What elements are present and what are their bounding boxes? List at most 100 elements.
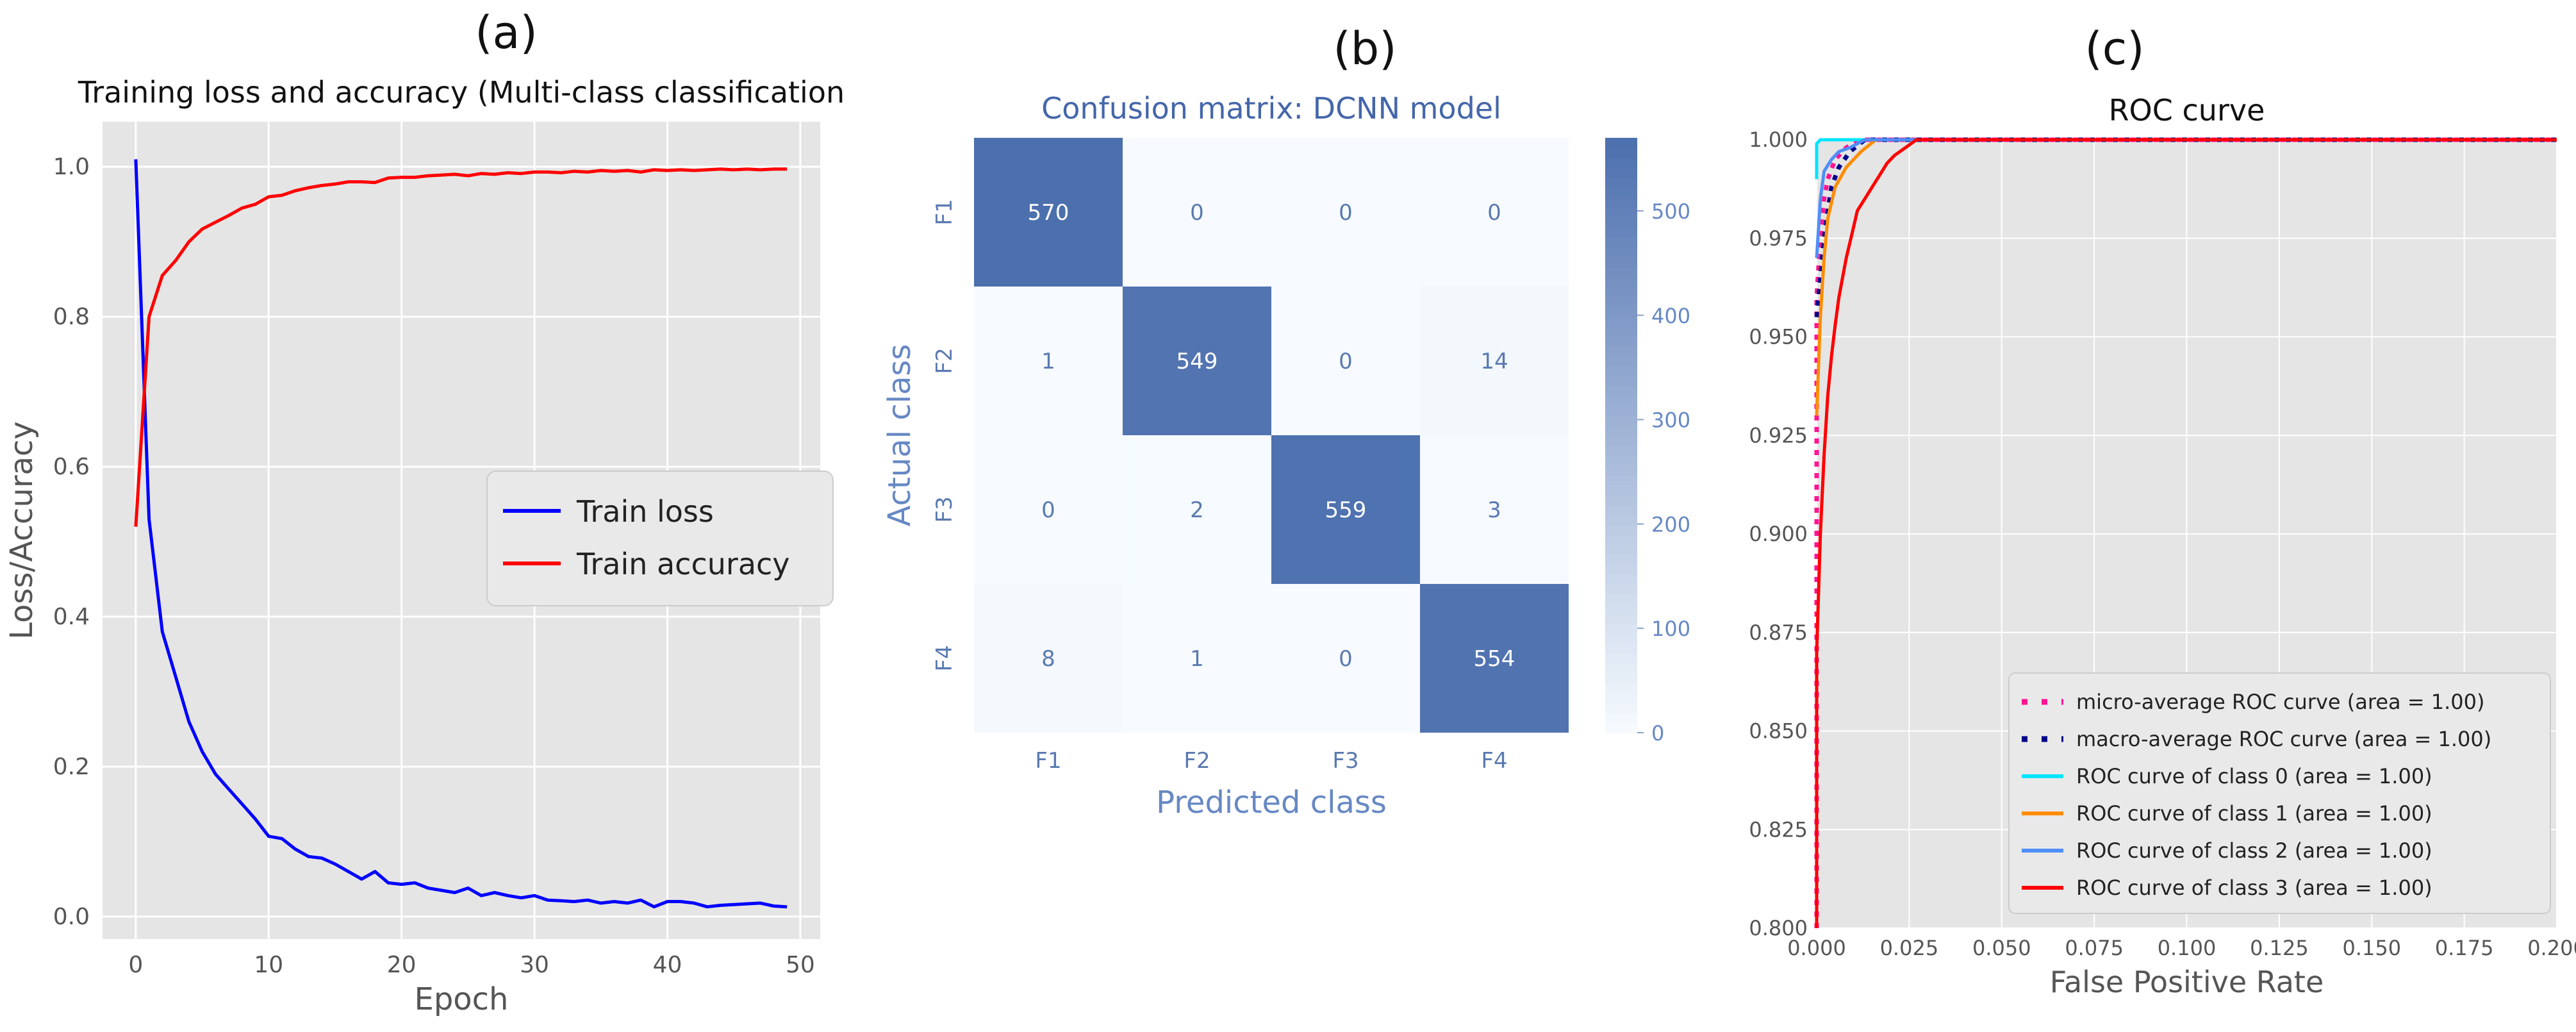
cell-value: 0: [1041, 497, 1055, 523]
matrix-cell: [1271, 138, 1420, 287]
colorbar-segment: [1605, 623, 1637, 635]
series-line-train-accuracy: [134, 167, 788, 527]
colorbar-segment: [1605, 494, 1637, 506]
y-tick-label: 0.825: [1749, 817, 1808, 842]
colorbar-segment: [1605, 326, 1637, 337]
training-chart: 0 10 20 30 40 50 0.0 0.2 0.4 0.6 0.8 1.0 Training lo…: [4, 75, 845, 1017]
colorbar-segment: [1605, 316, 1637, 327]
colorbar-segment: [1605, 267, 1637, 278]
x-tick-label: F3: [1332, 748, 1358, 774]
colorbar-segment: [1605, 376, 1637, 387]
y-tick-label: 1.000: [1749, 128, 1808, 152]
colorbar-segment: [1605, 247, 1637, 258]
colorbar-segment: [1605, 633, 1637, 644]
cell-value: 0: [1190, 200, 1204, 226]
roc-series-1: [1814, 137, 2557, 318]
y-tick-label: 0.925: [1749, 423, 1808, 447]
colorbar-segment: [1605, 574, 1637, 585]
x-tick-label: 0.025: [1880, 936, 1939, 960]
confusion-matrix-chart: 570 0 0 0 1 549 0 14 0 2 559 3 8 1 0 554 F1 F2 F3 F4 F1 F2 F3 F…: [882, 91, 1690, 820]
matrix-cell: [1123, 138, 1271, 287]
matrix-cell: [974, 138, 1123, 287]
chart-title: Training loss and accuracy (Multi-class …: [78, 75, 845, 110]
roc-series-3: [1815, 138, 2557, 416]
colorbar-segment: [1605, 683, 1637, 694]
cell-value: 0: [1339, 349, 1353, 374]
colorbar-segment: [1605, 415, 1637, 426]
colorbar-segment: [1605, 435, 1637, 446]
x-tick-label: 20: [387, 952, 417, 978]
colorbar-segment: [1605, 405, 1637, 417]
y-tick-label: 0.4: [53, 604, 90, 630]
y-axis-label: Loss/Accuracy: [4, 421, 40, 640]
cell-value: 0: [1339, 200, 1353, 226]
colorbar-segment: [1605, 514, 1637, 526]
legend-label: ROC curve of class 3 (area = 1.00): [2076, 876, 2432, 900]
matrix-cell: [1123, 435, 1271, 584]
roc-series-4: [1815, 138, 2557, 258]
colorbar-segment: [1605, 673, 1637, 684]
matrix-cell: [1123, 287, 1271, 435]
matrix-cell: [1271, 287, 1420, 435]
colorbar-segment: [1605, 167, 1637, 178]
colorbar-segment: [1605, 564, 1637, 575]
x-tick-label: 0.075: [2065, 936, 2124, 960]
colorbar-segment: [1605, 385, 1637, 397]
colorbar-segment: [1605, 256, 1637, 268]
colorbar-segment: [1605, 663, 1637, 674]
colorbar-segment: [1605, 287, 1637, 297]
colorbar-segment: [1605, 465, 1637, 476]
x-tick-label: 30: [520, 952, 549, 978]
matrix-cell: [1271, 435, 1420, 584]
colorbar-segment: [1605, 276, 1637, 287]
y-tick-label: F3: [932, 496, 957, 522]
x-axis-label: False Positive Rate: [2050, 965, 2324, 999]
colorbar-segment: [1605, 703, 1637, 714]
colorbar-segment: [1605, 296, 1637, 307]
x-tick-label: 40: [653, 952, 682, 978]
matrix-cell: [1420, 584, 1569, 733]
y-tick-label: 0.2: [53, 754, 90, 780]
colorbar-segment: [1605, 306, 1637, 317]
chart-title: Confusion matrix: DCNN model: [1041, 91, 1501, 126]
matrix-cell: [1420, 138, 1569, 287]
x-tick-label: 0.175: [2435, 936, 2494, 960]
colorbar-segment: [1605, 613, 1637, 624]
colorbar-segment: [1605, 336, 1637, 347]
roc-series-0: [1814, 137, 2557, 928]
cell-value: 549: [1177, 349, 1218, 374]
roc-series-5: [1815, 138, 2557, 928]
y-tick-label: 0.0: [53, 904, 90, 930]
cell-value: 0: [1487, 200, 1501, 226]
colorbar-segment: [1605, 653, 1637, 664]
y-tick-label: 0.950: [1749, 325, 1808, 349]
cell-value: 1: [1190, 646, 1204, 672]
colorbar-segment: [1605, 395, 1637, 406]
colorbar-segment: [1605, 197, 1637, 208]
y-tick-label: 0.850: [1749, 719, 1808, 744]
cell-value: 570: [1028, 200, 1069, 226]
matrix-cell: [1271, 584, 1420, 733]
colorbar-tick-label: 400: [1651, 304, 1690, 328]
colorbar-tick-label: 200: [1651, 512, 1690, 537]
colorbar-segment: [1605, 643, 1637, 654]
x-tick-label: 0.000: [1787, 936, 1846, 960]
matrix-cell: [974, 435, 1123, 584]
x-tick-label: F1: [1035, 748, 1061, 774]
y-tick-label: F2: [932, 347, 957, 374]
colorbar-segment: [1605, 713, 1637, 724]
legend-label: ROC curve of class 1 (area = 1.00): [2076, 801, 2432, 826]
colorbar-segment: [1605, 524, 1637, 535]
roc-chart: 0.000 0.025 0.050 0.075 0.100 0.125 0.150 0.175…: [1749, 93, 2576, 999]
colorbar-segment: [1605, 217, 1637, 228]
legend-label: ROC curve of class 2 (area = 1.00): [2076, 838, 2432, 863]
colorbar-segment: [1605, 603, 1637, 615]
matrix-cell: [1420, 435, 1569, 584]
cell-value: 1: [1041, 349, 1055, 374]
colorbar-segment: [1605, 157, 1637, 169]
x-tick-label: 0.200: [2527, 936, 2576, 960]
colorbar-segment: [1605, 445, 1637, 456]
x-axis-label: Epoch: [415, 981, 509, 1017]
colorbar-segment: [1605, 693, 1637, 704]
